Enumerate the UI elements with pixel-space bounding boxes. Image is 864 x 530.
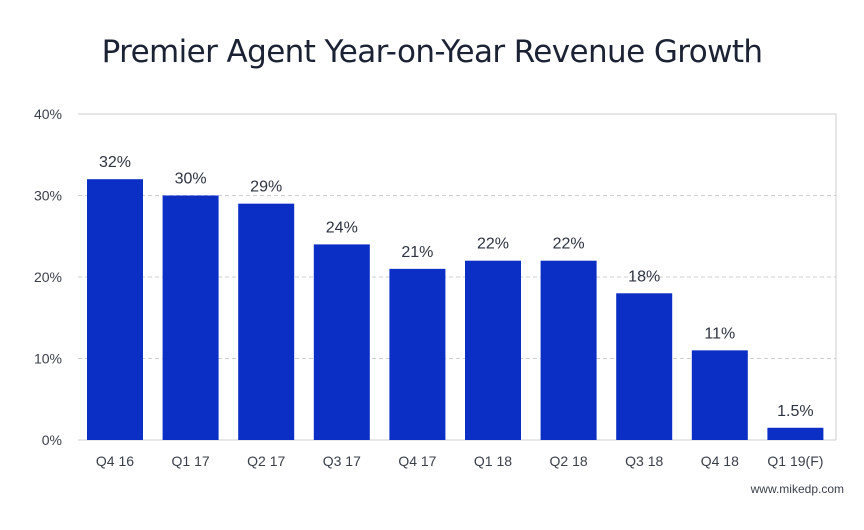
- bar: [616, 293, 673, 440]
- bar: [540, 260, 597, 440]
- chart-title: Premier Agent Year-on-Year Revenue Growt…: [101, 34, 763, 70]
- bar: [313, 244, 370, 440]
- x-axis-ticks: Q4 16 Q1 17 Q2 17 Q3 17 Q4 17 Q1 18 Q2 18 Q3 18…: [96, 453, 823, 469]
- data-label: 21%: [401, 244, 433, 261]
- data-label: 18%: [628, 268, 660, 285]
- bar: [87, 179, 143, 440]
- y-tick-label: 20%: [34, 269, 62, 285]
- x-tick-label: Q3 18: [625, 453, 663, 469]
- bar: [238, 203, 295, 440]
- y-tick-label: 30%: [34, 188, 62, 204]
- x-tick-label: Q2 17: [247, 453, 285, 469]
- data-labels: 32% 30% 29% 24% 21% 22% 22% 18% 11% 1.5%: [99, 154, 814, 420]
- data-label: 24%: [326, 219, 358, 236]
- data-label: 11%: [704, 325, 735, 342]
- y-tick-label: 0%: [42, 432, 62, 448]
- x-tick-label: Q4 16: [96, 453, 134, 469]
- bar: [691, 350, 748, 440]
- bars: [87, 179, 824, 440]
- bar: [767, 427, 824, 440]
- x-tick-label: Q2 18: [550, 453, 588, 469]
- source-credit: www.mikedp.com: [750, 482, 844, 496]
- bar: [389, 268, 446, 440]
- data-label: 22%: [477, 236, 509, 253]
- x-tick-label: Q4 18: [701, 453, 739, 469]
- x-tick-label: Q3 17: [323, 453, 361, 469]
- y-tick-label: 40%: [34, 106, 62, 122]
- x-tick-label: Q1 19(F): [767, 453, 823, 469]
- y-tick-label: 10%: [34, 351, 62, 367]
- x-tick-label: Q1 17: [172, 453, 210, 469]
- bar: [465, 260, 521, 440]
- data-label: 29%: [250, 179, 282, 196]
- data-label: 22%: [553, 236, 585, 253]
- bar: [162, 195, 219, 440]
- data-label: 30%: [175, 171, 207, 188]
- x-tick-label: Q1 18: [474, 453, 512, 469]
- data-label: 32%: [99, 154, 131, 171]
- data-label: 1.5%: [777, 403, 813, 420]
- y-axis-ticks: 0% 10% 20% 30% 40%: [34, 106, 62, 448]
- x-tick-label: Q4 17: [398, 453, 436, 469]
